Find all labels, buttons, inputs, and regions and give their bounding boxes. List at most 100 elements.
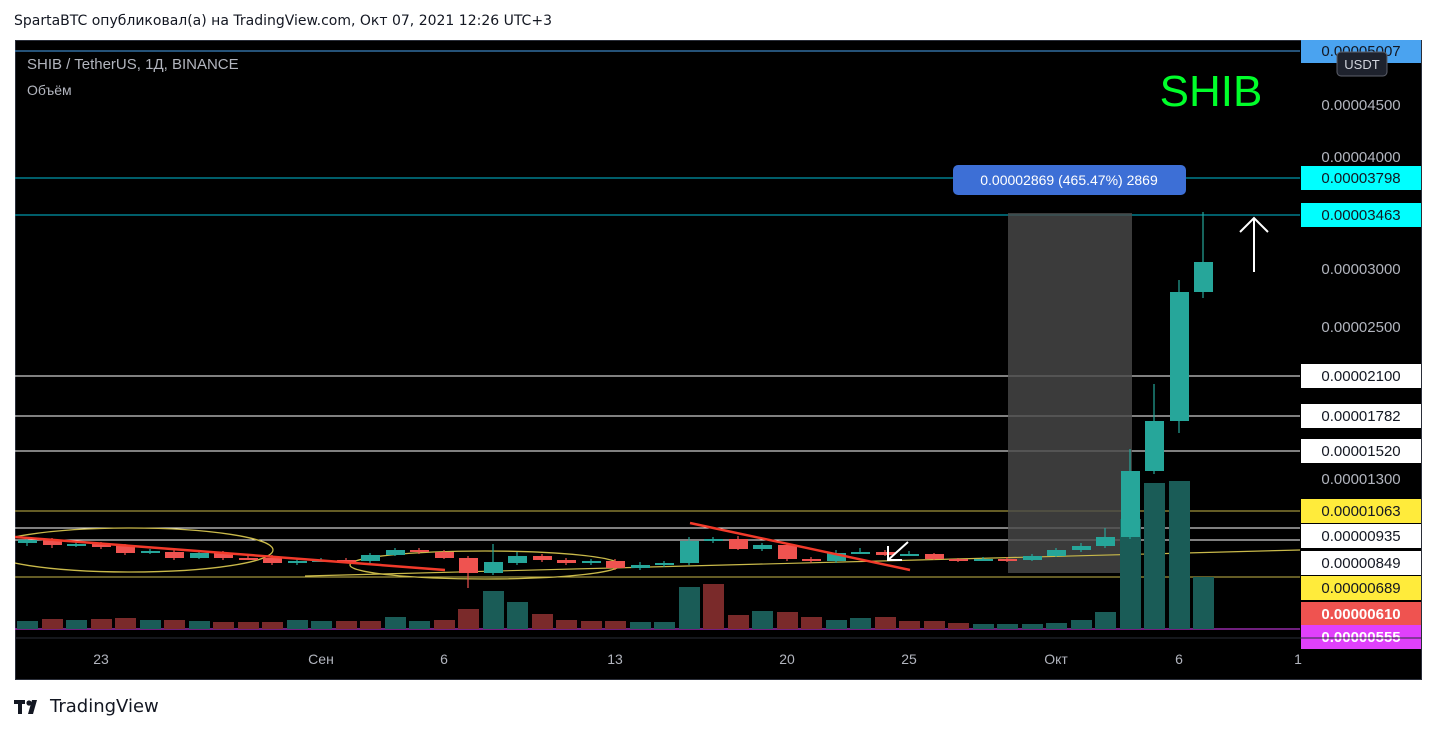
candle-body[interactable] [1072,546,1091,550]
volume-bar [458,609,479,629]
tradingview-brand[interactable]: TradingView [14,696,159,717]
volume-bar [973,624,994,629]
candle-body[interactable] [655,563,674,565]
candle-body[interactable] [1145,421,1164,471]
candle-body[interactable] [778,545,797,559]
candle-body[interactable] [606,561,625,568]
candle-body[interactable] [729,539,748,549]
price-badge[interactable]: 0.00000555 [1301,625,1421,649]
candle-body[interactable] [459,558,478,573]
volume-bar [875,617,896,629]
measure-label: 0.00002869 (465.47%) 2869 [953,165,1186,195]
candle-body[interactable] [288,561,307,563]
candle-body[interactable] [900,554,919,556]
candle-body[interactable] [851,552,870,554]
volume-bar [262,622,283,629]
candle-body[interactable] [67,544,86,546]
candle-body[interactable] [410,550,429,552]
resistance-trendline[interactable] [689,521,911,572]
measure-range-box[interactable] [1008,213,1132,573]
volume-bar [605,621,626,629]
candle-body[interactable] [949,559,968,561]
candle-body[interactable] [1121,471,1140,537]
candle-body[interactable] [802,559,821,561]
volume-bar [1193,577,1214,629]
candle-body[interactable] [1096,537,1115,546]
candle-body[interactable] [1194,262,1213,292]
candle-body[interactable] [508,556,527,563]
candle-body[interactable] [631,565,650,568]
candle-body[interactable] [386,550,405,555]
candle-body[interactable] [337,560,356,562]
volume-bar [434,620,455,629]
volume-histogram [17,481,1214,629]
candle-body[interactable] [92,544,111,547]
price-badge[interactable]: 0.00000689 [1301,576,1421,600]
candle-body[interactable] [361,555,380,561]
resistance-trendline[interactable] [15,535,446,572]
candle-body[interactable] [141,551,160,553]
price-badge[interactable]: 0.00001782 [1301,404,1421,428]
volume-bar [287,620,308,629]
price-badge[interactable]: 0.00000610 [1301,602,1421,626]
candle-body[interactable] [827,553,846,561]
candle-body[interactable] [1023,556,1042,560]
currency-badge[interactable]: USDT [1336,51,1388,77]
candle-body[interactable] [925,554,944,559]
volume-bar [948,623,969,629]
candle-body[interactable] [263,558,282,563]
volume-indicator-label: Объём [27,82,72,98]
volume-bar [752,611,773,629]
volume-bar [630,622,651,629]
candle-body[interactable] [533,556,552,560]
candle-body[interactable] [753,545,772,549]
candle-body[interactable] [1047,550,1066,556]
candle-body[interactable] [582,561,601,563]
price-badge-label: 0.00001063 [1321,503,1400,520]
candle-body[interactable] [214,553,233,558]
volume-bar [311,621,332,629]
volume-bar [679,587,700,629]
price-badge[interactable]: 0.00003798 [1301,166,1421,190]
candle-body[interactable] [1170,292,1189,421]
price-badge[interactable]: 0.00001520 [1301,439,1421,463]
volume-bar [703,584,724,629]
price-badge[interactable]: 0.00000935 [1301,524,1421,548]
price-badge[interactable]: 0.00002100 [1301,364,1421,388]
volume-bar [336,621,357,629]
volume-bar [1144,483,1165,629]
candle-body[interactable] [43,540,62,545]
candle-body[interactable] [557,560,576,563]
candle-body[interactable] [190,553,209,558]
candle-body[interactable] [484,562,503,573]
candle-body[interactable] [704,539,723,541]
volume-bar [1120,519,1141,629]
price-badge[interactable]: 0.00000849 [1301,551,1421,575]
candle-body[interactable] [18,540,37,543]
volume-bar [532,614,553,629]
chart-canvas[interactable]: SHIB / TetherUS, 1Д, BINANCE Объём SHIB … [15,40,1422,680]
down-arrow-icon[interactable] [887,541,909,561]
price-tick-label: 0.00001300 [1321,471,1400,488]
volume-bar [1169,481,1190,629]
candlestick-series [18,212,1213,588]
candle-body[interactable] [974,559,993,561]
candle-body[interactable] [239,558,258,560]
candle-body[interactable] [876,552,895,555]
up-arrow-icon[interactable] [1239,216,1269,272]
price-badge-label: 0.00001782 [1321,408,1400,425]
price-badge[interactable]: 0.00003463 [1301,203,1421,227]
price-badge-label: 0.00003798 [1321,170,1400,187]
candle-body[interactable] [680,541,699,563]
volume-bar [654,622,675,629]
volume-bar [556,620,577,629]
tradingview-brand-text: TradingView [50,696,159,717]
candle-body[interactable] [998,559,1017,561]
candle-body[interactable] [116,546,135,553]
candle-body[interactable] [435,552,454,558]
price-tick-label: 0.00004000 [1321,149,1400,166]
time-tick-label: 25 [901,651,917,667]
price-badge[interactable]: 0.00001063 [1301,499,1421,523]
ellipse-drawing[interactable] [15,527,274,573]
candle-body[interactable] [165,552,184,558]
